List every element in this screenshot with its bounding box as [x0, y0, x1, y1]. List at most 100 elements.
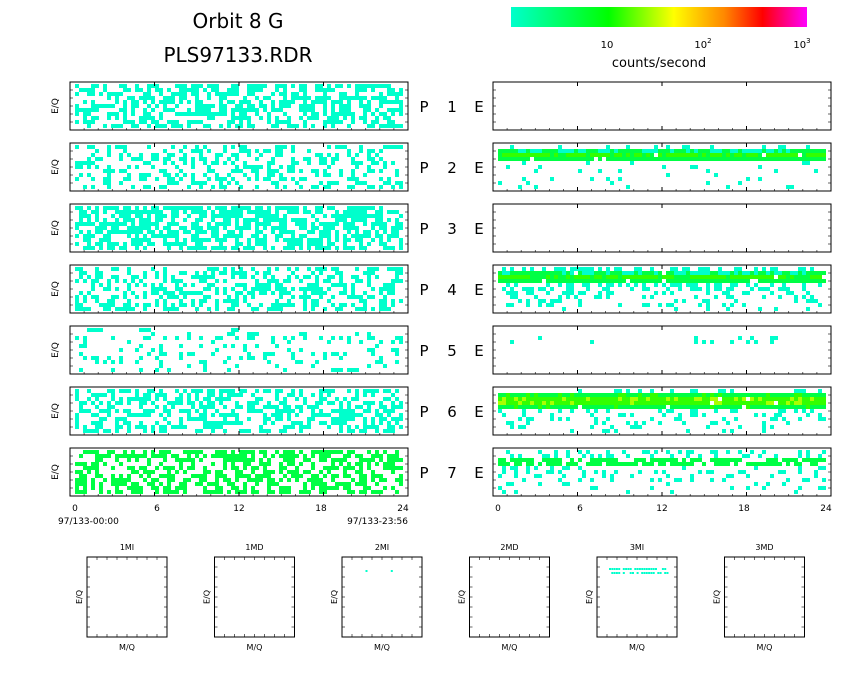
heat-cell	[666, 145, 670, 149]
heat-cell	[263, 462, 267, 466]
heat-cell	[626, 421, 630, 425]
heat-cell	[295, 466, 299, 470]
heat-cell	[670, 157, 674, 161]
heat-cell	[702, 267, 706, 271]
heat-cell	[339, 84, 343, 88]
heat-cell	[558, 295, 562, 299]
heat-cell	[806, 458, 810, 462]
heat-cell	[159, 88, 163, 92]
heat-cell	[275, 450, 279, 454]
heat-cell	[123, 303, 127, 307]
heat-cell	[239, 275, 243, 279]
heat-cell	[630, 287, 634, 291]
heat-cell	[271, 478, 275, 482]
heat-cell	[782, 283, 786, 287]
heat-cell	[235, 92, 239, 96]
heat-cell	[774, 458, 778, 462]
heat-cell	[702, 299, 706, 303]
heat-cell	[359, 307, 363, 311]
heat-cell	[219, 181, 223, 185]
mass-cell	[609, 568, 611, 570]
heat-cell	[239, 149, 243, 153]
heat-cell	[542, 397, 546, 401]
heat-cell	[263, 214, 267, 218]
heat-cell	[694, 401, 698, 405]
heat-cell	[115, 242, 119, 246]
heat-cell	[255, 478, 259, 482]
heat-cell	[363, 478, 367, 482]
heat-cell	[163, 104, 167, 108]
heat-cell	[135, 165, 139, 169]
heat-cell	[123, 112, 127, 116]
heat-cell	[295, 206, 299, 210]
heat-cell	[103, 222, 107, 226]
heat-cell	[502, 466, 506, 470]
heat-cell	[311, 283, 315, 287]
heat-cell	[674, 283, 678, 287]
heat-cell	[502, 157, 506, 161]
heat-cell	[319, 230, 323, 234]
heat-cell	[135, 157, 139, 161]
heat-cell	[231, 486, 235, 490]
heat-cell	[818, 153, 822, 157]
heat-cell	[307, 157, 311, 161]
heat-cell	[351, 210, 355, 214]
heat-cell	[666, 393, 670, 397]
heat-cell	[590, 393, 594, 397]
heat-cell	[387, 238, 391, 242]
heat-cell	[299, 234, 303, 238]
heat-cell	[227, 332, 231, 336]
heat-cell	[239, 429, 243, 433]
heat-cell	[598, 393, 602, 397]
heat-cell	[147, 112, 151, 116]
heat-cell	[303, 88, 307, 92]
heat-cell	[590, 486, 594, 490]
heat-cell	[171, 454, 175, 458]
heat-cell	[738, 425, 742, 429]
heat-cell	[211, 234, 215, 238]
heat-cell	[387, 120, 391, 124]
heat-cell	[510, 267, 514, 271]
heat-cell	[582, 283, 586, 287]
heat-cell	[279, 218, 283, 222]
heat-cell	[79, 490, 83, 494]
heat-cell	[754, 283, 758, 287]
heat-cell	[251, 104, 255, 108]
heat-cell	[646, 397, 650, 401]
heat-cell	[175, 181, 179, 185]
heat-cell	[299, 348, 303, 352]
heat-cell	[614, 149, 618, 153]
heat-cell	[159, 352, 163, 356]
heat-cell	[135, 206, 139, 210]
heat-cell	[518, 462, 522, 466]
heat-cell	[127, 474, 131, 478]
heat-cell	[79, 470, 83, 474]
heat-cell	[279, 104, 283, 108]
heat-cell	[255, 112, 259, 116]
heat-cell	[163, 429, 167, 433]
heat-cell	[594, 421, 598, 425]
heat-cell	[319, 222, 323, 226]
heat-cell	[786, 153, 790, 157]
heat-cell	[203, 157, 207, 161]
heat-cell	[367, 450, 371, 454]
heat-cell	[283, 409, 287, 413]
heat-cell	[347, 84, 351, 88]
heat-cell	[522, 267, 526, 271]
heat-cell	[155, 124, 159, 128]
heat-cell	[538, 393, 542, 397]
heat-cell	[139, 157, 143, 161]
heat-cell	[195, 275, 199, 279]
heat-cell	[375, 425, 379, 429]
heat-cell	[103, 429, 107, 433]
heat-cell	[327, 466, 331, 470]
heat-cell	[259, 397, 263, 401]
heat-cell	[335, 116, 339, 120]
heat-cell	[199, 149, 203, 153]
heat-cell	[566, 401, 570, 405]
heat-cell	[650, 458, 654, 462]
heat-cell	[363, 222, 367, 226]
heat-cell	[203, 421, 207, 425]
e-label: E	[474, 281, 483, 299]
heat-cell	[219, 153, 223, 157]
